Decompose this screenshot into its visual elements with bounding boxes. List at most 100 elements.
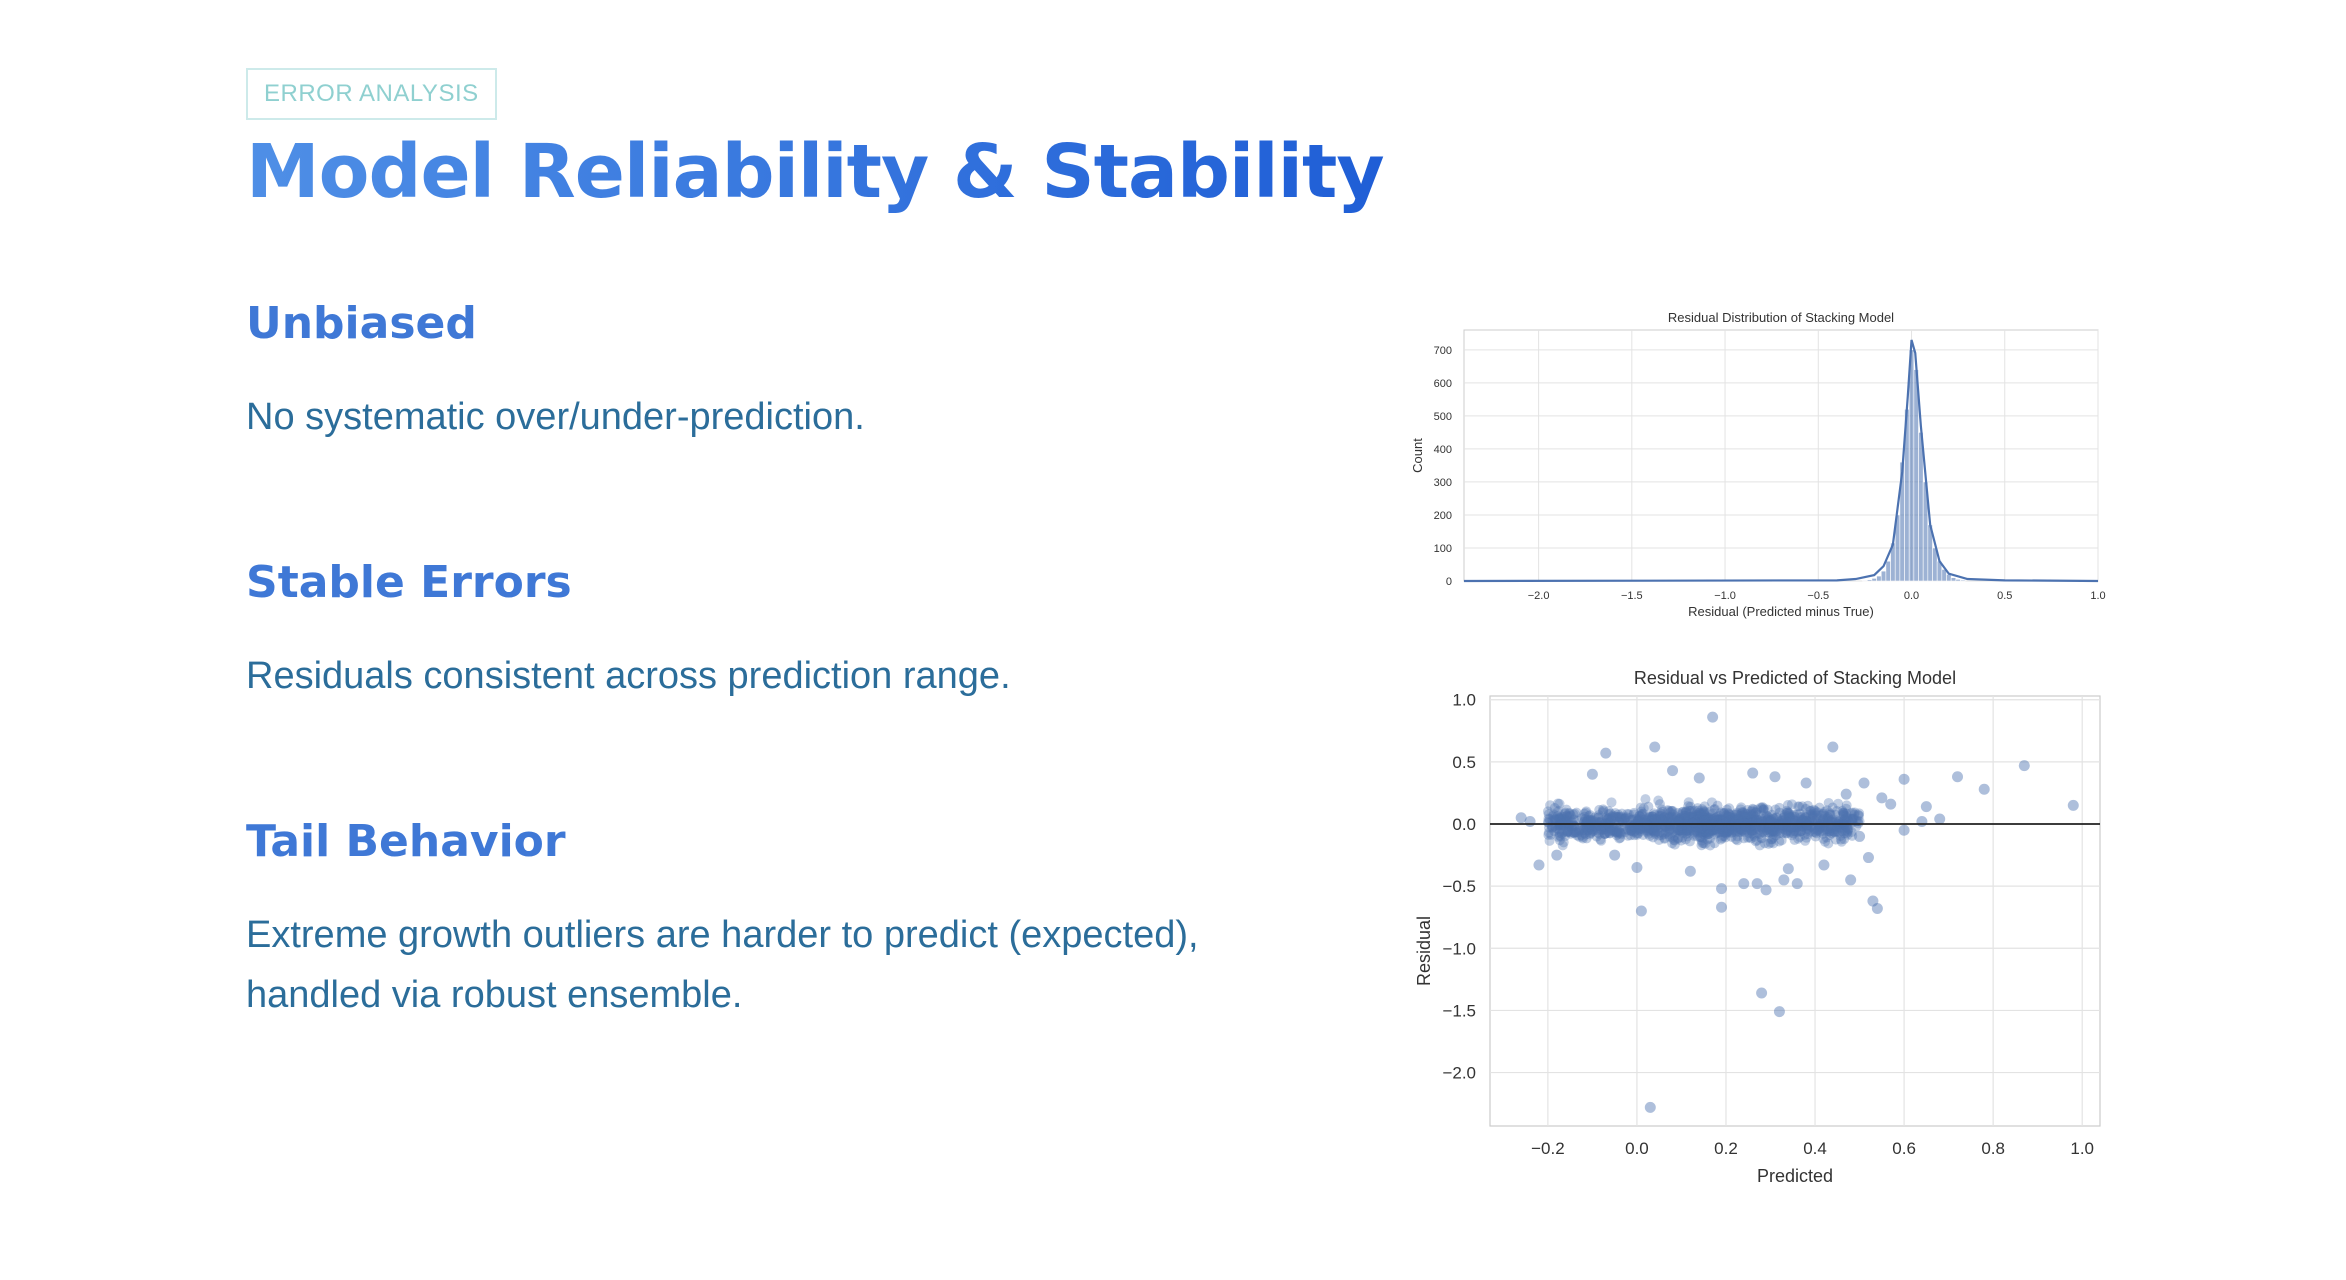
scatter-point bbox=[1710, 817, 1721, 828]
scatter-point bbox=[1681, 815, 1692, 826]
scatter-point bbox=[1840, 825, 1851, 836]
scatter-point bbox=[1696, 835, 1707, 846]
scatter-point bbox=[1635, 811, 1646, 822]
scatter-point bbox=[1668, 834, 1679, 845]
scatter-point bbox=[1689, 805, 1700, 816]
scatter-point bbox=[1783, 807, 1794, 818]
scatter-point bbox=[1839, 820, 1850, 831]
scatter-point bbox=[1774, 827, 1785, 838]
scatter-point bbox=[1731, 823, 1742, 834]
scatter-point bbox=[1738, 820, 1749, 831]
scatter-point bbox=[1803, 817, 1814, 828]
scatter-point bbox=[1580, 807, 1591, 818]
scatter-point bbox=[1660, 827, 1671, 838]
scatter-point bbox=[1561, 804, 1572, 815]
scatter-point bbox=[1613, 809, 1624, 820]
scatter-point bbox=[1706, 797, 1717, 808]
scatter-point bbox=[1587, 815, 1598, 826]
scatter-point bbox=[1553, 817, 1564, 828]
scatter-point bbox=[1659, 815, 1670, 826]
scatter-point bbox=[1687, 817, 1698, 828]
scatter-point bbox=[1756, 803, 1767, 814]
scatter-point bbox=[1696, 817, 1707, 828]
scatter-point bbox=[1761, 825, 1772, 836]
scatter-point bbox=[1654, 830, 1665, 841]
scatter-point bbox=[1692, 817, 1703, 828]
scatter-point bbox=[1762, 827, 1773, 838]
scatter-point bbox=[1647, 817, 1658, 828]
scatter-x-tick-label: 0.0 bbox=[1625, 1139, 1649, 1158]
scatter-point bbox=[1543, 822, 1554, 833]
scatter-point bbox=[1756, 814, 1767, 825]
scatter-point bbox=[1765, 827, 1776, 838]
scatter-point bbox=[1638, 808, 1649, 819]
scatter-point bbox=[1659, 811, 1670, 822]
scatter-y-tick-label: 0.5 bbox=[1452, 753, 1476, 772]
scatter-point bbox=[1551, 849, 1563, 861]
scatter-point bbox=[1738, 809, 1749, 820]
scatter-point bbox=[1702, 822, 1713, 833]
scatter-point bbox=[1682, 825, 1693, 836]
scatter-point bbox=[1645, 811, 1656, 822]
scatter-point bbox=[1643, 815, 1654, 826]
scatter-point bbox=[1797, 801, 1808, 812]
scatter-point bbox=[1558, 837, 1569, 848]
scatter-point bbox=[1802, 829, 1813, 840]
scatter-point bbox=[1583, 822, 1594, 833]
scatter-point bbox=[1605, 814, 1616, 825]
scatter-point bbox=[1692, 803, 1703, 814]
scatter-point bbox=[1796, 826, 1807, 837]
scatter-point bbox=[1659, 829, 1670, 840]
scatter-point bbox=[1740, 812, 1751, 823]
scatter-point bbox=[1738, 807, 1749, 818]
scatter-point bbox=[1611, 826, 1622, 837]
scatter-point bbox=[1579, 828, 1590, 839]
scatter-point bbox=[1693, 813, 1704, 824]
histogram-plot-area bbox=[1463, 329, 2099, 582]
scatter-point bbox=[1601, 828, 1612, 839]
scatter-point bbox=[1607, 810, 1618, 821]
scatter-point bbox=[1677, 832, 1688, 843]
scatter-point bbox=[1610, 811, 1621, 822]
scatter-point bbox=[1818, 828, 1829, 839]
scatter-point bbox=[1750, 807, 1761, 818]
scatter-point bbox=[1729, 814, 1740, 825]
histogram-chart: Residual Distribution of Stacking Model … bbox=[1400, 300, 2120, 630]
scatter-point bbox=[1807, 812, 1818, 823]
scatter-point bbox=[1677, 822, 1688, 833]
scatter-point bbox=[1720, 810, 1731, 821]
scatter-point bbox=[1810, 831, 1821, 842]
scatter-point bbox=[1822, 805, 1833, 816]
scatter-point bbox=[1794, 832, 1805, 843]
scatter-point bbox=[1742, 809, 1753, 820]
scatter-y-tick-label: 1.0 bbox=[1452, 691, 1476, 710]
scatter-point bbox=[1703, 812, 1714, 823]
scatter-point bbox=[1704, 820, 1715, 831]
scatter-point bbox=[1596, 822, 1607, 833]
scatter-point bbox=[1644, 823, 1655, 834]
scatter-point bbox=[1682, 825, 1693, 836]
scatter-point bbox=[1698, 805, 1709, 816]
scatter-point bbox=[1699, 815, 1710, 826]
scatter-point bbox=[1697, 823, 1708, 834]
histogram-kde-line bbox=[1463, 339, 2099, 583]
scatter-point bbox=[1876, 792, 1888, 804]
scatter-point bbox=[1842, 814, 1853, 825]
scatter-point bbox=[1689, 828, 1700, 839]
scatter-point bbox=[1726, 831, 1737, 842]
scatter-point bbox=[1642, 827, 1653, 838]
scatter-point bbox=[1800, 835, 1811, 846]
scatter-point bbox=[1685, 811, 1696, 822]
scatter-point bbox=[1803, 824, 1814, 835]
scatter-point bbox=[1833, 798, 1844, 809]
scatter-point bbox=[1635, 823, 1646, 834]
scatter-point bbox=[1752, 827, 1763, 838]
scatter-point bbox=[1700, 813, 1711, 824]
scatter-point bbox=[1687, 817, 1698, 828]
scatter-point bbox=[1724, 803, 1735, 814]
scatter-point bbox=[1675, 825, 1686, 836]
scatter-point bbox=[1633, 811, 1644, 822]
scatter-point bbox=[1664, 824, 1675, 835]
scatter-point bbox=[1742, 805, 1753, 816]
scatter-point bbox=[1712, 814, 1723, 825]
